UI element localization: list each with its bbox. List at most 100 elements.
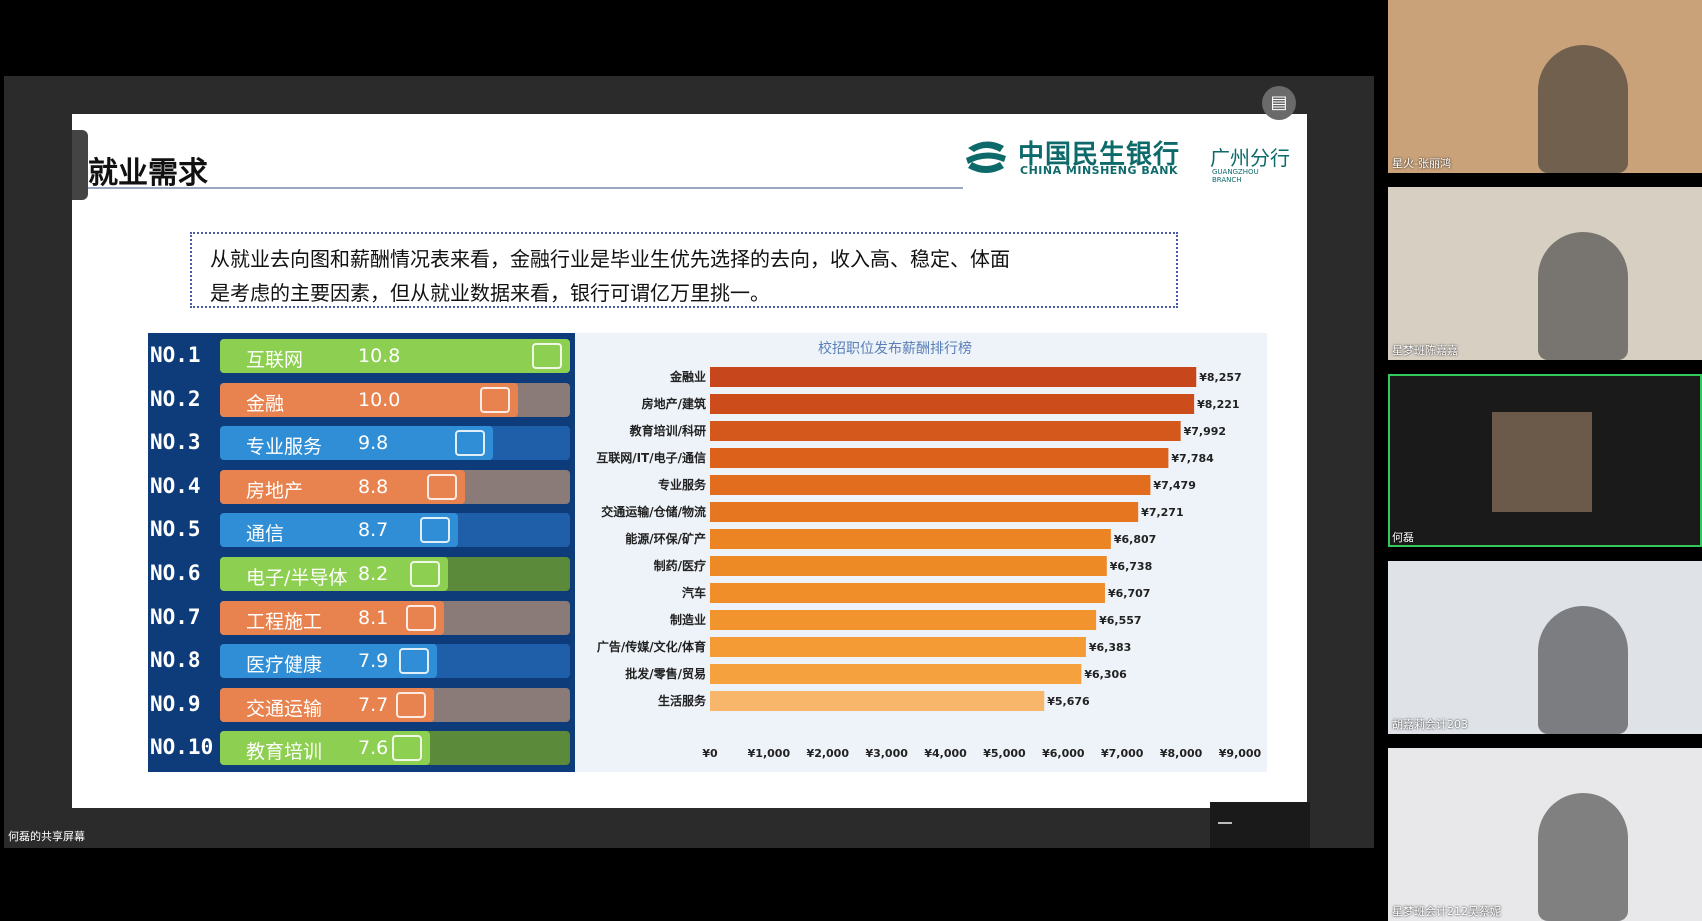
category-label: 能源/环保/矿产 xyxy=(625,531,706,546)
category-label: 汽车 xyxy=(682,585,706,600)
rank-value: 8.1 xyxy=(358,606,389,629)
participant-tile[interactable]: 胡嘉莉会计203 xyxy=(1388,561,1702,734)
salary-bar xyxy=(710,394,1195,414)
salary-bar xyxy=(710,691,1045,711)
rank-number: NO.9 xyxy=(150,691,201,716)
rank-value: 7.6 xyxy=(358,737,389,760)
rank-industry-name: 交通运输 xyxy=(246,697,323,720)
salary-bar xyxy=(710,529,1111,549)
bar-value-label: ¥8,257 xyxy=(1199,371,1241,384)
rank-industry-name: 专业服务 xyxy=(246,436,323,459)
rank-industry-name: 通信 xyxy=(246,523,285,546)
x-tick-label: ¥2,000 xyxy=(807,747,850,760)
crane-icon xyxy=(406,604,436,631)
rank-value: 8.2 xyxy=(358,563,389,585)
salary-bar xyxy=(710,610,1097,630)
category-label: 制药/医疗 xyxy=(654,558,706,573)
x-tick-label: ¥7,000 xyxy=(1101,747,1144,760)
rank-number: NO.4 xyxy=(150,473,201,498)
ranking-row: NO.7 工程施工 8.1 xyxy=(148,599,575,637)
rank-number: NO.8 xyxy=(150,648,201,673)
truck-icon xyxy=(395,691,426,718)
ranking-row: NO.10 教育培训 7.6 xyxy=(148,729,575,767)
rank-industry-name: 工程施工 xyxy=(246,610,323,633)
bar-value-label: ¥5,676 xyxy=(1047,695,1090,708)
chip-icon xyxy=(409,561,440,587)
category-label: 教育培训/科研 xyxy=(629,423,706,438)
category-label: 金融业 xyxy=(669,369,706,384)
floating-toolbar[interactable] xyxy=(1210,802,1310,848)
rank-value: 9.8 xyxy=(358,432,389,455)
bank-logo: 中国民生银行 CHINA MINSHENG BANK 广州分行 GUANGZHO… xyxy=(960,134,1290,184)
participant-tile[interactable]: 星火-张丽鸿 xyxy=(1388,0,1702,173)
rank-industry-name: 教育培训 xyxy=(246,741,323,764)
salary-chart-panel: 校招职位发布薪酬排行榜 金融业 ¥8,257 房地产/建筑 ¥8,221 教育培训/科研 ¥… xyxy=(575,333,1267,772)
salary-bar xyxy=(710,502,1139,522)
ranking-row: NO.3 专业服务 9.8 xyxy=(148,424,575,462)
bag-icon xyxy=(479,386,510,413)
summary-line-1: 从就业去向图和薪酬情况表来看，金融行业是毕业生优先选择的去向，收入高、稳定、体面 xyxy=(210,247,1010,271)
category-label: 互联网/IT/电子/通信 xyxy=(596,450,706,465)
participant-video xyxy=(1492,412,1592,512)
logo-branch: 广州分行 xyxy=(1210,146,1290,170)
ranking-row: NO.2 金融 10.0 xyxy=(148,381,575,419)
bar-value-label: ¥7,992 xyxy=(1184,425,1226,438)
participant-tile[interactable]: 星梦班会计212吴蔡妮 xyxy=(1388,748,1702,921)
rank-bar-fill xyxy=(220,339,570,373)
bar-value-label: ¥6,707 xyxy=(1108,587,1150,600)
bar-value-label: ¥6,557 xyxy=(1099,614,1141,627)
bar-value-label: ¥8,221 xyxy=(1197,398,1239,411)
rank-industry-name: 电子/半导体 xyxy=(246,567,348,589)
participant-name: 星梦班陈嘉嘉 xyxy=(1392,344,1458,357)
building-icon xyxy=(455,430,485,457)
logo-branch-english: GUANGZHOU BRANCH xyxy=(1212,168,1259,184)
participant-name: 星火-张丽鸿 xyxy=(1392,157,1451,170)
rank-bar-fill xyxy=(220,382,518,417)
rank-number: NO.1 xyxy=(150,343,201,367)
x-tick-label: ¥5,000 xyxy=(983,747,1026,760)
participant-video xyxy=(1538,793,1628,921)
participant-video xyxy=(1538,232,1628,360)
salary-bar xyxy=(710,637,1086,657)
participant-video xyxy=(1538,45,1628,173)
participant-tile[interactable]: 何磊 xyxy=(1388,374,1702,547)
rank-industry-name: 房地产 xyxy=(246,479,304,502)
bar-value-label: ¥7,784 xyxy=(1171,452,1214,465)
title-underline xyxy=(88,187,963,189)
chart-title: 校招职位发布薪酬排行榜 xyxy=(818,340,972,357)
summary-note: 从就业去向图和薪酬情况表来看，金融行业是毕业生优先选择的去向，收入高、稳定、体面… xyxy=(190,232,1178,308)
x-tick-label: ¥6,000 xyxy=(1042,747,1085,760)
industry-ranking-panel: NO.1 互联网 10.8 NO.2 金融 10.0 NO.3 专业服务 9.8 NO.4 房地产 8… xyxy=(148,333,575,772)
salary-bar xyxy=(710,421,1181,441)
participant-name: 胡嘉莉会计203 xyxy=(1392,718,1468,731)
ranking-row: NO.8 医疗健康 7.9 xyxy=(148,642,575,680)
slide-title: 就业需求 xyxy=(88,156,208,191)
layout-toggle-button[interactable]: ▤ xyxy=(1262,86,1296,120)
rank-value: 7.7 xyxy=(358,693,389,716)
bar-value-label: ¥7,271 xyxy=(1141,506,1183,519)
category-label: 生活服务 xyxy=(658,693,707,708)
screen-share-label: 何磊的共享屏幕 xyxy=(8,830,85,843)
salary-bar xyxy=(710,583,1105,603)
presentation-slide: 就业需求 中国民生银行 CHINA MINSHENG BANK 广州分行 GUA… xyxy=(72,114,1307,808)
participant-video xyxy=(1538,606,1628,734)
category-label: 广告/传媒/文化/体育 xyxy=(597,639,706,654)
rank-bar-fill xyxy=(220,513,458,548)
participant-name: 星梦班会计212吴蔡妮 xyxy=(1392,905,1501,918)
rank-value: 10.8 xyxy=(358,345,401,367)
rank-value: 8.7 xyxy=(358,519,389,542)
bar-value-label: ¥6,306 xyxy=(1084,668,1127,681)
participant-tile[interactable]: 星梦班陈嘉嘉 xyxy=(1388,187,1702,360)
rank-number: NO.10 xyxy=(150,735,214,760)
rank-number: NO.5 xyxy=(150,517,201,542)
rank-number: NO.3 xyxy=(150,430,201,455)
minsheng-logo-icon xyxy=(966,141,1006,173)
logo-english: CHINA MINSHENG BANK xyxy=(1020,164,1178,177)
bar-value-label: ¥6,383 xyxy=(1089,641,1131,654)
ranking-row: NO.5 通信 8.7 xyxy=(148,511,575,549)
ranking-row: NO.9 交通运输 7.7 xyxy=(148,686,575,724)
rank-number: NO.7 xyxy=(150,604,201,629)
category-label: 专业服务 xyxy=(658,477,707,492)
rank-value: 8.8 xyxy=(358,475,389,498)
